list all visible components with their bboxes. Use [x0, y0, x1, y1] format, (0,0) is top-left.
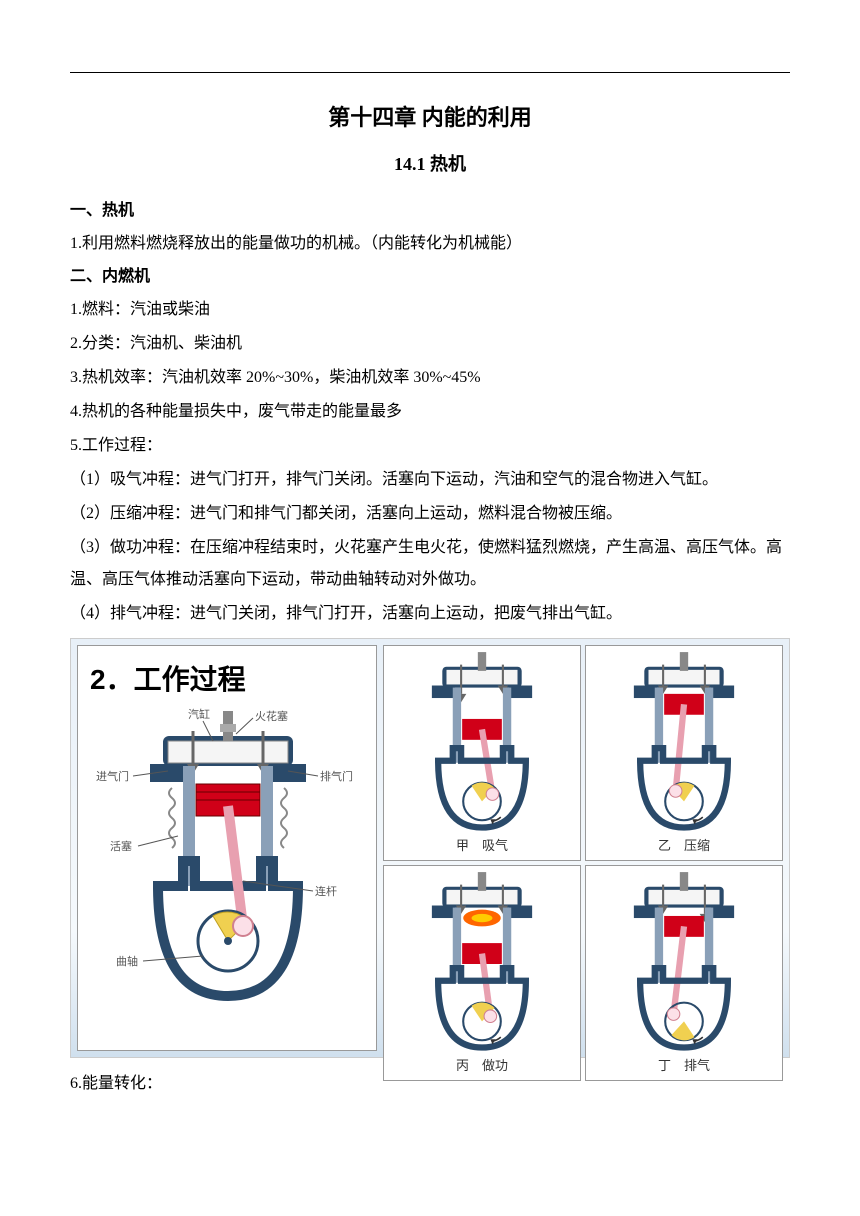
label-piston: 活塞: [110, 839, 132, 853]
label-intake-valve: 进气门: [96, 769, 129, 783]
engine-power-svg: [388, 870, 576, 1053]
label-spark-plug: 火花塞: [255, 709, 288, 723]
label-crankshaft: 曲轴: [116, 954, 138, 968]
section-1-heading: 一、热机: [70, 196, 790, 220]
label-exhaust-valve: 排气门: [320, 769, 353, 783]
section-2-item-2: 2.分类：汽油机、柴油机: [70, 328, 790, 360]
stroke-panels: 甲 吸气: [383, 645, 783, 1051]
diagram-left-title: 2．工作过程: [90, 658, 364, 698]
engine-diagram: 2．工作过程: [70, 638, 790, 1058]
chapter-title: 第十四章 内能的利用: [70, 100, 790, 132]
section-1-item-1: 1.利用燃料燃烧释放出的能量做功的机械。（内能转化为机械能）: [70, 228, 790, 260]
header-divider: [70, 72, 790, 73]
stroke-panel-exhaust: 丁 排气: [585, 865, 783, 1081]
section-title: 14.1 热机: [70, 150, 790, 176]
engine-intake-svg: [388, 650, 576, 833]
label-compression: 乙 压缩: [658, 835, 710, 854]
section-2-item-5: 5.工作过程：: [70, 430, 790, 462]
stroke-panel-intake: 甲 吸气: [383, 645, 581, 861]
stroke-1-text: （1）吸气冲程：进气门打开，排气门关闭。活塞向下运动，汽油和空气的混合物进入气缸…: [70, 464, 790, 496]
section-2-item-4: 4.热机的各种能量损失中，废气带走的能量最多: [70, 396, 790, 428]
label-cylinder: 汽缸: [188, 707, 210, 721]
stroke-panel-compression: 乙 压缩: [585, 645, 783, 861]
section-2-item-1: 1.燃料：汽油或柴油: [70, 294, 790, 326]
stroke-3-text: （3）做功冲程：在压缩冲程结束时，火花塞产生电火花，使燃料猛烈燃烧，产生高温、高…: [70, 532, 790, 596]
diagram-left-panel: 2．工作过程: [77, 645, 377, 1051]
label-power: 丙 做功: [456, 1055, 508, 1074]
engine-exhaust-svg: [590, 870, 778, 1053]
section-2-item-3: 3.热机效率：汽油机效率 20%~30%，柴油机效率 30%~45%: [70, 362, 790, 394]
label-intake: 甲 吸气: [456, 835, 508, 854]
section-2-heading: 二、内燃机: [70, 262, 790, 286]
engine-compression-svg: [590, 650, 778, 833]
stroke-panel-power: 丙 做功: [383, 865, 581, 1081]
stroke-4-text: （4）排气冲程：进气门关闭，排气门打开，活塞向上运动，把废气排出气缸。: [70, 598, 790, 630]
label-exhaust: 丁 排气: [658, 1055, 710, 1074]
engine-labeled-svg: 汽缸 火花塞 进气门 排气门 活塞 连杆 曲轴: [88, 706, 368, 1036]
stroke-2-text: （2）压缩冲程：进气门和排气门都关闭，活塞向上运动，燃料混合物被压缩。: [70, 498, 790, 530]
label-rod: 连杆: [315, 884, 337, 898]
